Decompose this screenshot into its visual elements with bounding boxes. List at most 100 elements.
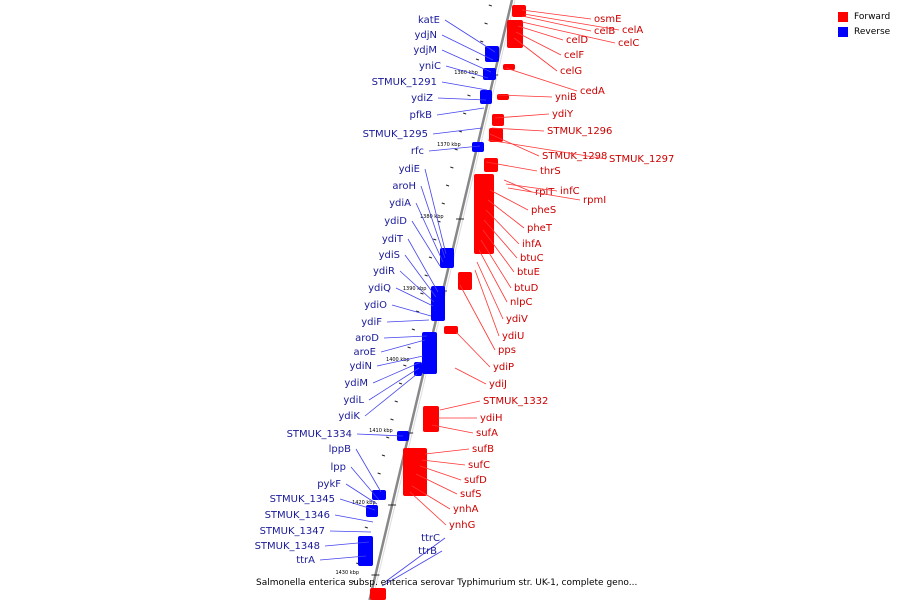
reverse-gene-connector (345, 483, 378, 505)
reverse-gene-connector (420, 185, 446, 259)
forward-gene-block (423, 406, 439, 432)
reverse-gene-label: rfc (411, 146, 424, 157)
forward-gene-connector (523, 13, 620, 31)
minor-tick (450, 166, 454, 169)
minor-tick (463, 112, 467, 115)
reverse-gene-label: STMUK_1347 (260, 526, 325, 537)
scale-tick-label: 1400 kbp (386, 357, 410, 363)
reverse-gene-label: ydiM (344, 378, 368, 389)
forward-gene-block (444, 326, 458, 334)
reverse-gene-connector (355, 448, 382, 493)
reverse-gene-label: ydiT (382, 234, 404, 245)
forward-gene-connector (421, 459, 466, 466)
forward-gene-connector (474, 269, 500, 337)
reverse-gene-label: STMUK_1345 (270, 494, 335, 505)
forward-gene-connector (505, 67, 578, 92)
minor-tick (403, 364, 407, 367)
reverse-gene-connector (404, 254, 437, 298)
reverse-gene-connector (319, 555, 367, 561)
forward-gene-connector (454, 367, 487, 385)
forward-gene-block (512, 5, 526, 17)
minor-tick (351, 580, 356, 583)
forward-gene-label: sufD (464, 475, 487, 486)
reverse-swatch (838, 26, 848, 37)
minor-tick (411, 328, 416, 331)
minor-tick (364, 526, 368, 529)
forward-gene-connector (476, 261, 504, 320)
forward-gene-label: ydiY (552, 109, 574, 120)
forward-gene-label: celD (566, 35, 588, 46)
reverse-gene-label: STMUK_1295 (363, 129, 428, 140)
reverse-gene-connector (364, 373, 418, 417)
forward-gene-connector (459, 284, 496, 351)
minor-tick (475, 58, 480, 61)
forward-gene-label: pheS (531, 205, 556, 216)
reverse-gene-connector (339, 498, 376, 511)
forward-gene-connector (521, 21, 616, 44)
forward-gene-label: pheT (527, 223, 553, 234)
minor-tick (433, 238, 437, 241)
forward-gene-block (492, 114, 504, 126)
reverse-gene-block (358, 536, 373, 566)
forward-gene-block (507, 20, 523, 48)
forward-gene-connector (521, 15, 592, 32)
reverse-gene-label: ydiO (364, 300, 387, 311)
forward-gene-label: ydiP (493, 362, 514, 373)
forward-gene-block (503, 64, 515, 70)
scale-tick-label: 1420 kbp (352, 500, 376, 506)
scale-tick-label: 1430 kbp (335, 570, 359, 576)
reverse-gene-connector (372, 361, 422, 384)
forward-gene-label: btuC (520, 253, 544, 264)
minor-tick (377, 472, 381, 475)
sequence-title: Salmonella enterica subsp. enterica sero… (256, 578, 638, 588)
reverse-gene-connector (441, 34, 494, 61)
reverse-gene-label: ydiL (343, 395, 364, 406)
forward-gene-connector (491, 127, 545, 132)
forward-gene-connector (411, 485, 451, 510)
minor-tick (381, 454, 386, 457)
minor-tick (484, 22, 488, 25)
forward-gene-label: STMUK_1296 (547, 126, 612, 137)
forward-gene-connector (483, 219, 518, 259)
legend-reverse-label: Reverse (854, 26, 891, 37)
reverse-gene-label: ydiS (379, 250, 400, 261)
reverse-gene-connector (432, 127, 483, 135)
reverse-gene-label: yniC (419, 61, 441, 72)
forward-gene-connector (409, 491, 447, 526)
reverse-gene-connector (399, 270, 435, 303)
forward-gene-connector (487, 199, 525, 229)
reverse-gene-connector (441, 81, 488, 91)
forward-gene-label: ihfA (522, 239, 542, 250)
forward-gene-connector (515, 31, 562, 56)
reverse-gene-label: aroH (392, 181, 416, 192)
minor-tick (415, 310, 420, 313)
reverse-gene-connector (386, 319, 430, 323)
reverse-gene-label: lpp (331, 462, 346, 473)
forward-gene-label: ynhA (453, 504, 479, 515)
reverse-gene-connector (381, 550, 443, 587)
reverse-gene-label: ttrB (418, 546, 437, 557)
forward-gene-connector (489, 189, 529, 211)
forward-gene-label: sufS (460, 489, 481, 500)
legend-forward-label: Forward (854, 11, 891, 22)
forward-gene-label: STMUK_1297 (609, 154, 674, 165)
minor-tick (394, 400, 398, 403)
reverse-gene-connector (376, 355, 424, 367)
reverse-gene-label: ydjN (414, 30, 437, 41)
forward-gene-connector (487, 139, 607, 160)
reverse-gene-block (472, 142, 484, 152)
reverse-gene-label: pykF (317, 479, 341, 490)
reverse-gene-connector (437, 97, 487, 101)
reverse-gene-block (480, 90, 492, 104)
scale-tick-label: 1380 kbp (420, 214, 444, 220)
reverse-gene-connector (444, 19, 496, 53)
reverse-gene-connector (356, 433, 404, 437)
minor-tick (488, 4, 492, 7)
forward-gene-label: infC (560, 186, 580, 197)
forward-gene-connector (424, 448, 470, 455)
reverse-gene-connector (441, 49, 492, 73)
reverse-gene-label: STMUK_1291 (372, 77, 437, 88)
forward-gene-connector (517, 25, 564, 41)
reverse-gene-block (440, 248, 454, 268)
reverse-gene-connector (411, 220, 441, 267)
